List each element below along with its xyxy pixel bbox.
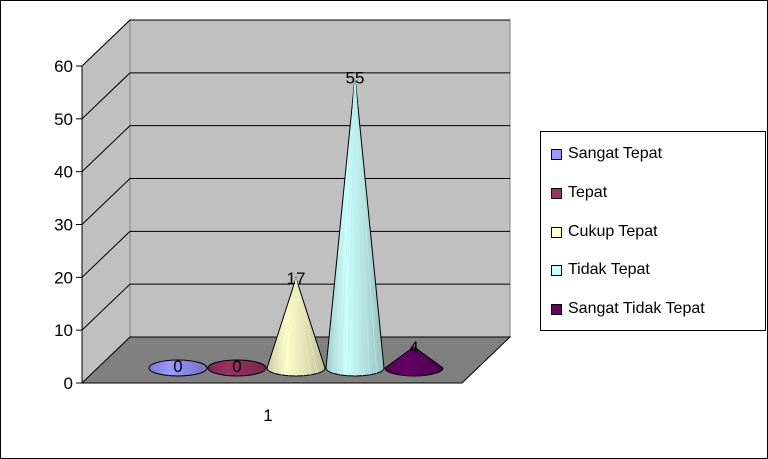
legend: Sangat Tepat Tepat Cukup Tepat Tidak Tep… [540, 131, 766, 331]
y-tick-label-10: 10 [54, 321, 73, 340]
gridline-20 [81, 230, 510, 278]
cone-base-tepat [207, 359, 267, 377]
legend-swatch-sangat-tidak-tepat [551, 303, 562, 315]
cone-facet [295, 278, 304, 376]
cone-facet [392, 346, 415, 374]
cone-facet [413, 346, 422, 376]
data-labels: 0 0 17 55 4 [173, 68, 418, 376]
legend-item-cukup-tepat: Cukup Tepat [551, 221, 658, 243]
legend-item-sangat-tepat: Sangat Tepat [551, 143, 662, 165]
axes [76, 65, 462, 384]
gridline-40 [81, 125, 510, 173]
gridline-50 [81, 72, 510, 120]
y-tick-label-20: 20 [54, 268, 73, 287]
cone-facet [273, 278, 297, 374]
data-label-tidak-tepat: 55 [346, 68, 365, 87]
cone-facet [332, 77, 356, 374]
cone-facet [354, 77, 378, 374]
legend-label: Sangat Tepat [568, 145, 663, 162]
legend-swatch-tidak-tepat [551, 264, 562, 276]
gridline-60 [81, 19, 510, 67]
legend-label: Tepat [568, 184, 608, 201]
cone-facet [295, 278, 311, 375]
cone-facet [295, 278, 319, 374]
cone-facet [413, 346, 436, 374]
cone-sangat-tidak-tepat [384, 346, 444, 377]
cone-facet [340, 77, 356, 375]
x-tick-labels: 1 [263, 406, 272, 425]
data-label-cukup-tepat: 17 [287, 269, 306, 288]
legend-item-tidak-tepat: Tidak Tepat [551, 259, 650, 281]
cone-tidak-tepat [325, 77, 385, 377]
legend-swatch-tepat [551, 187, 562, 199]
y-tick-label-60: 60 [54, 57, 73, 76]
cone-facet [406, 346, 415, 376]
y-tick-labels: 0 10 20 30 40 50 60 [54, 57, 73, 393]
gridline-30 [81, 178, 510, 225]
legend-item-sangat-tidak-tepat: Sangat Tidak Tepat [551, 298, 705, 320]
cone-tepat [207, 359, 267, 377]
cone-sangat-tepat [148, 359, 208, 377]
cone-facet [413, 346, 429, 376]
y-tick-label-50: 50 [54, 110, 73, 129]
legend-swatch-sangat-tepat [551, 148, 562, 160]
cone-facet [281, 278, 297, 375]
data-label-sangat-tepat: 0 [173, 357, 182, 376]
y-tick-label-0: 0 [64, 374, 73, 393]
cones [148, 77, 444, 377]
x-tick-label-1: 1 [263, 406, 272, 425]
cone-facet [354, 77, 370, 375]
cone-facet [399, 346, 415, 376]
legend-label: Sangat Tidak Tepat [568, 300, 705, 317]
cone-facet [347, 77, 356, 376]
legend-item-tepat: Tepat [551, 182, 607, 204]
gridline-10 [81, 283, 510, 331]
legend-label: Cukup Tepat [568, 223, 658, 240]
cone-base-sangat-tepat [148, 359, 208, 377]
data-label-tepat: 0 [232, 357, 241, 376]
gridlines [81, 19, 510, 331]
y-tick-label-40: 40 [54, 163, 73, 182]
legend-swatch-cukup-tepat [551, 226, 562, 238]
y-tick-label-30: 30 [54, 216, 73, 235]
legend-label: Tidak Tepat [568, 261, 650, 278]
data-label-sangat-tidak-tepat: 4 [409, 338, 418, 357]
cone-facet [288, 278, 297, 376]
cone-cukup-tepat [266, 276, 326, 377]
cone-facet [354, 77, 363, 376]
